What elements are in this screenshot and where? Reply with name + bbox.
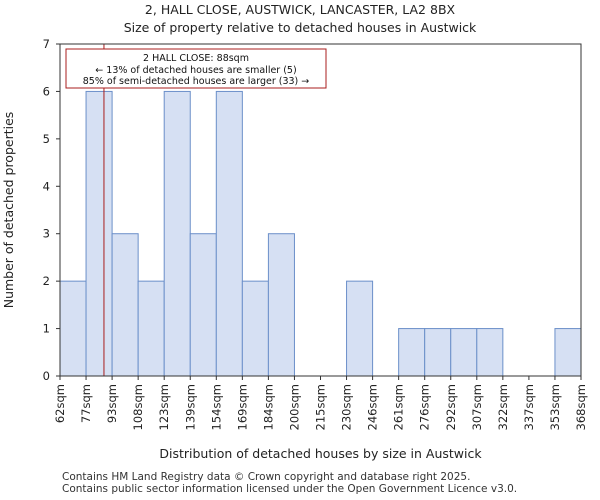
x-tick-label: 123sqm: [157, 384, 171, 430]
bar-154sqm: [215, 90, 243, 377]
x-tick-label: 200sqm: [287, 384, 301, 430]
bar-169sqm: [241, 280, 269, 377]
x-tick-label: 307sqm: [470, 384, 484, 430]
bar-62sqm: [59, 280, 87, 377]
y-tick-label: 2: [43, 274, 50, 288]
annotation-line-3: 85% of semi-detached houses are larger (…: [83, 76, 310, 87]
x-tick-label: 215sqm: [314, 384, 328, 430]
y-tick-label: 1: [43, 322, 50, 336]
x-tick-label: 292sqm: [444, 384, 458, 430]
bar-184sqm: [267, 233, 295, 377]
bar-307sqm: [476, 328, 504, 377]
bar-230sqm: [346, 280, 374, 377]
x-tick-label: 353sqm: [548, 384, 562, 430]
bars-group: [59, 90, 582, 377]
bar-123sqm: [163, 90, 191, 377]
annotation-line-1: 2 HALL CLOSE: 88sqm: [143, 53, 249, 64]
y-tick-label: 6: [43, 84, 50, 98]
bar-108sqm: [137, 280, 165, 377]
chart-title: 2, HALL CLOSE, AUSTWICK, LANCASTER, LA2 …: [144, 2, 456, 17]
x-tick-label: 261sqm: [392, 384, 406, 430]
footer-line-1: Contains HM Land Registry data © Crown c…: [62, 471, 471, 483]
footer-line-2: Contains public sector information licen…: [62, 483, 518, 495]
x-tick-label: 93sqm: [105, 384, 119, 423]
annotation-line-2: ← 13% of detached houses are smaller (5): [95, 65, 296, 76]
x-tick-label: 246sqm: [366, 384, 380, 430]
x-tick-label: 322sqm: [496, 384, 510, 430]
chart-subtitle: Size of property relative to detached ho…: [123, 20, 477, 35]
y-tick-label: 0: [43, 369, 50, 383]
x-tick-label: 77sqm: [79, 384, 93, 423]
x-tick-label: 337sqm: [522, 384, 536, 430]
x-tick-label: 368sqm: [574, 384, 588, 430]
bar-276sqm: [424, 328, 452, 377]
bar-93sqm: [111, 233, 139, 377]
y-tick-label: 7: [43, 37, 50, 51]
histogram-chart: 0 1 2 3 4 5 6 7 62sqm 77sqm 93sqm 108sqm 123sqm 139s…: [1, 37, 588, 461]
x-tick-label: 62sqm: [53, 384, 67, 423]
x-tick-label: 154sqm: [209, 384, 223, 430]
x-tick-label: 139sqm: [183, 384, 197, 430]
bar-77sqm: [85, 90, 113, 377]
x-axis-ticks: 62sqm 77sqm 93sqm 108sqm 123sqm 139sqm 154sqm 1…: [53, 376, 588, 430]
marker-annotation: 2 HALL CLOSE: 88sqm ← 13% of detached ho…: [65, 48, 327, 89]
bar-292sqm: [450, 328, 478, 377]
y-tick-label: 5: [43, 132, 50, 146]
y-tick-label: 3: [43, 227, 50, 241]
y-tick-label: 4: [43, 179, 50, 193]
y-axis-label: Number of detached properties: [1, 112, 16, 309]
x-tick-label: 169sqm: [235, 384, 249, 430]
annotation-box: [65, 48, 327, 89]
bar-139sqm: [189, 233, 217, 377]
bar-261sqm: [398, 328, 426, 377]
x-tick-label: 108sqm: [131, 384, 145, 430]
bar-353sqm: [554, 328, 582, 377]
y-axis-ticks: 0 1 2 3 4 5 6 7: [43, 37, 60, 383]
x-tick-label: 276sqm: [418, 384, 432, 430]
x-tick-label: 184sqm: [261, 384, 275, 430]
x-tick-label: 230sqm: [340, 384, 354, 430]
x-axis-label: Distribution of detached houses by size …: [159, 446, 482, 461]
